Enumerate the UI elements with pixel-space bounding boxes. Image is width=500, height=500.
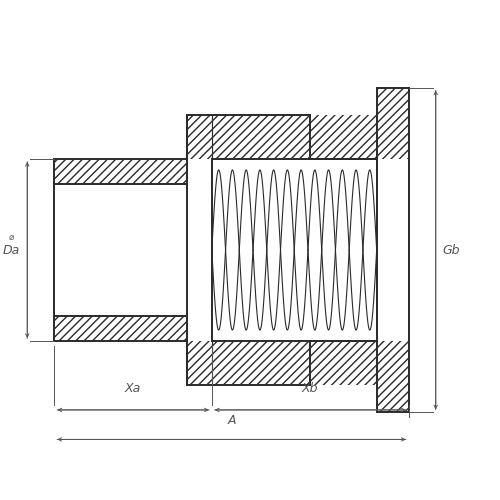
Text: A: A	[228, 414, 236, 427]
Text: Da: Da	[3, 244, 20, 256]
Polygon shape	[376, 341, 408, 412]
Text: ⌀: ⌀	[9, 233, 14, 242]
Polygon shape	[187, 114, 310, 159]
Polygon shape	[54, 159, 187, 184]
Text: Gb: Gb	[442, 244, 460, 256]
Polygon shape	[310, 114, 376, 159]
Text: Xa: Xa	[125, 382, 141, 395]
Polygon shape	[310, 341, 376, 386]
Polygon shape	[187, 341, 310, 386]
Polygon shape	[376, 88, 408, 159]
Polygon shape	[212, 159, 376, 341]
Polygon shape	[54, 316, 187, 341]
Text: Xb: Xb	[302, 382, 318, 395]
